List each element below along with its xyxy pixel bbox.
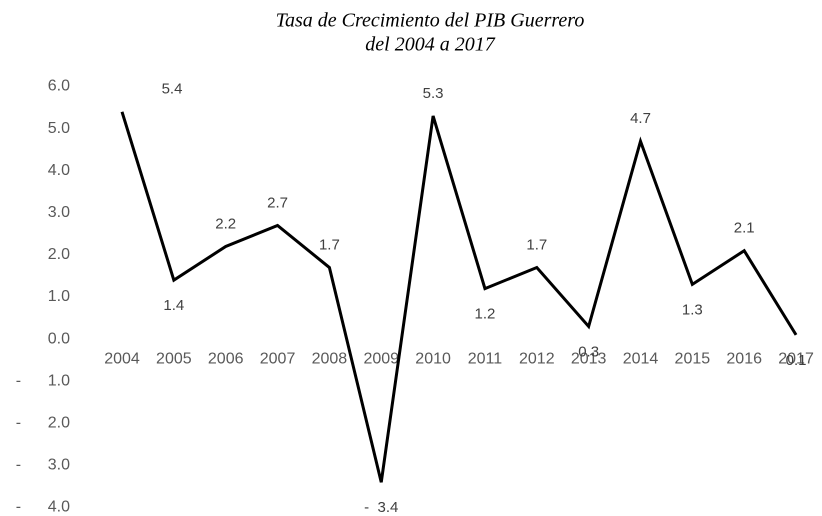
data-label: 5.4 (162, 81, 183, 98)
x-tick-label: 2004 (104, 350, 140, 367)
data-label: - 3.4 (364, 499, 398, 516)
data-label: 2.7 (267, 194, 288, 211)
data-label: 2.2 (215, 215, 236, 232)
y-tick-label: 1.0 (48, 288, 70, 305)
y-tick-label: - 1.0 (16, 372, 70, 389)
y-tick-label: 5.0 (48, 120, 70, 137)
x-tick-label: 2014 (623, 350, 659, 367)
data-label: 5.3 (423, 85, 444, 102)
data-label: 4.7 (630, 110, 651, 127)
x-tick-label: 2007 (260, 350, 296, 367)
data-label: 0.3 (578, 343, 599, 360)
data-label: 1.7 (526, 236, 547, 253)
x-tick-label: 2016 (726, 350, 762, 367)
y-tick-label: 2.0 (48, 246, 70, 263)
data-label: 0.1 (786, 352, 807, 369)
y-tick-label: - 4.0 (16, 499, 70, 516)
x-tick-label: 2011 (468, 350, 503, 367)
x-tick-label: 2005 (156, 350, 192, 367)
x-tick-label: 2010 (415, 350, 451, 367)
y-tick-label: 4.0 (48, 162, 70, 179)
x-tick-label: 2006 (208, 350, 244, 367)
x-tick-label: 2012 (519, 350, 555, 367)
y-tick-label: - 2.0 (16, 415, 70, 432)
x-tick-label: 2009 (363, 350, 399, 367)
chart-title: del 2004 a 2017 (365, 34, 495, 56)
x-tick-label: 2015 (675, 350, 711, 367)
chart-title: Tasa de Crecimiento del PIB Guerrero (276, 10, 585, 32)
x-tick-label: 2008 (312, 350, 348, 367)
data-label: 1.2 (475, 306, 496, 323)
data-label: 2.1 (734, 220, 755, 237)
x-tick-label: 2013 (571, 350, 607, 367)
data-label: 1.7 (319, 236, 340, 253)
y-tick-label: 6.0 (48, 78, 70, 95)
data-label: 1.3 (682, 301, 703, 318)
x-tick-label: 2017 (778, 350, 814, 367)
y-tick-label: 0.0 (48, 330, 70, 347)
y-tick-label: - 3.0 (16, 457, 70, 474)
data-label: 1.4 (163, 297, 184, 314)
data-line (120, 111, 798, 483)
y-tick-label: 3.0 (48, 204, 70, 221)
